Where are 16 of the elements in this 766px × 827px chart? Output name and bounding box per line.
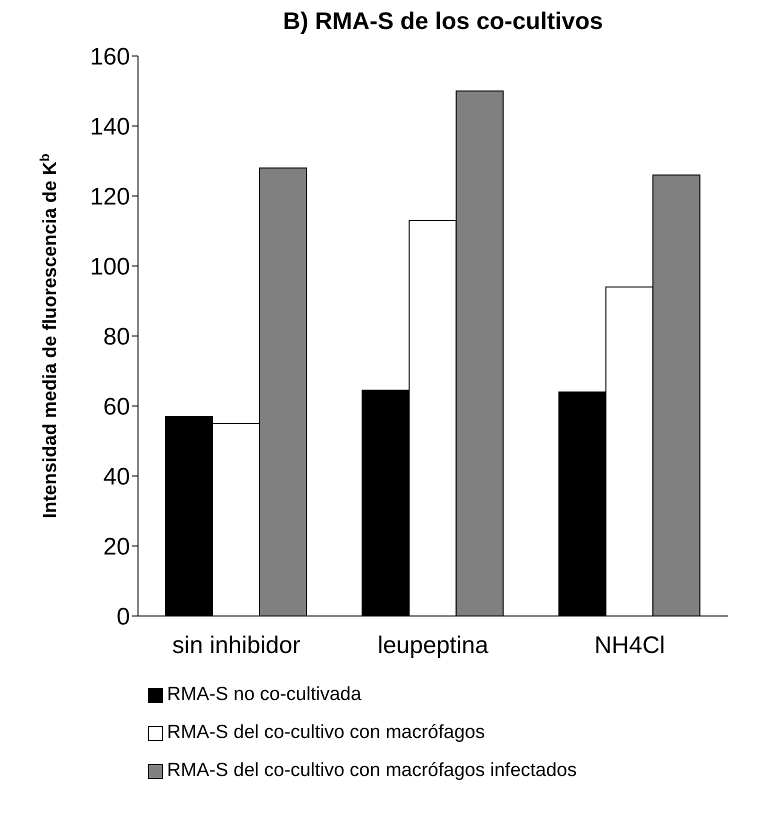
legend-label: RMA-S del co-cultivo con macrófagos infectados bbox=[167, 759, 577, 783]
x-tick-label: NH4Cl bbox=[594, 632, 666, 660]
legend-label: RMA-S del co-cultivo con macrófagos bbox=[167, 721, 485, 745]
x-tick-label: leupeptina bbox=[378, 632, 490, 660]
y-tick-label: 0 bbox=[116, 604, 130, 631]
chart-title: B) RMA-S de los co-cultivos bbox=[282, 8, 604, 36]
y-tick-label: 140 bbox=[90, 114, 130, 141]
legend-label: RMA-S no co-cultivada bbox=[167, 683, 362, 707]
x-tick-label: sin inhibidor bbox=[172, 632, 300, 660]
y-tick-label: 60 bbox=[103, 394, 130, 421]
y-tick-label: 40 bbox=[103, 464, 130, 491]
y-tick-label: 80 bbox=[103, 324, 130, 351]
y-tick-label: 160 bbox=[90, 44, 130, 71]
y-tick-label: 20 bbox=[103, 534, 130, 561]
y-tick-label: 120 bbox=[90, 184, 130, 211]
y-tick-label: 100 bbox=[90, 254, 130, 281]
